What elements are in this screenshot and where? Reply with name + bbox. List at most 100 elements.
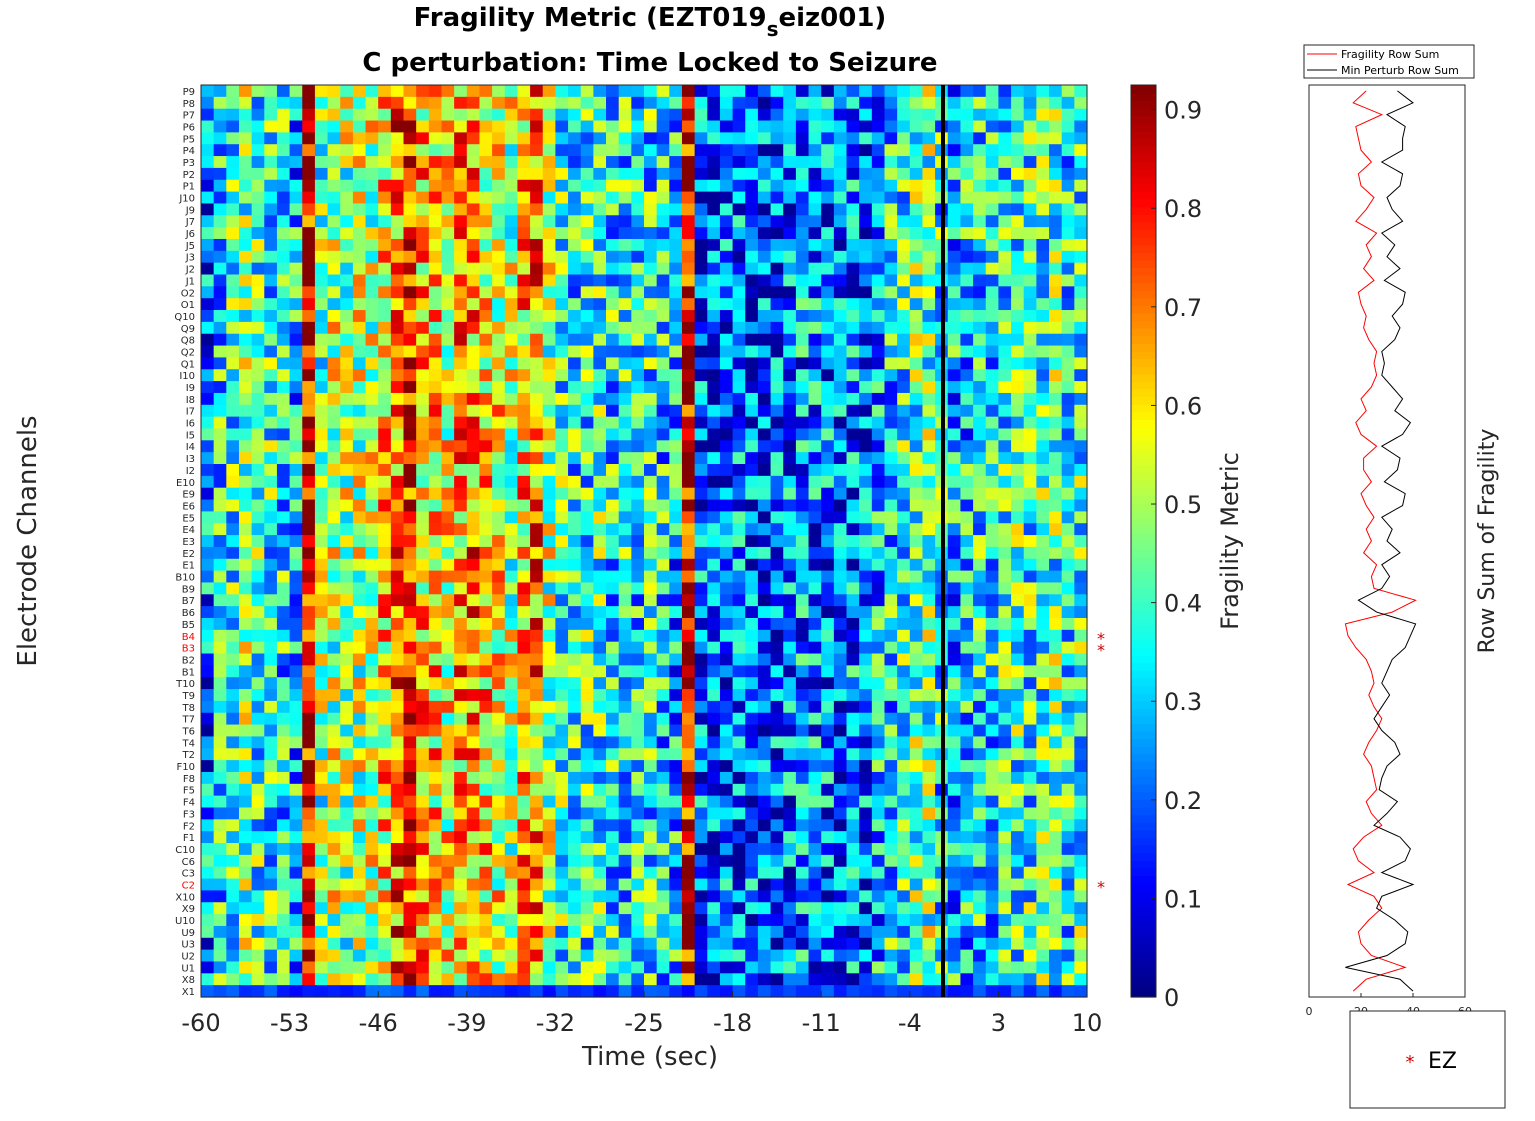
heatmap-cell bbox=[314, 902, 329, 915]
heatmap-cell bbox=[681, 215, 696, 228]
heatmap-cell bbox=[390, 191, 405, 205]
heatmap-cell bbox=[390, 452, 405, 465]
heatmap-cell bbox=[618, 203, 632, 216]
heatmap-cell bbox=[479, 523, 493, 536]
heatmap-cell bbox=[276, 807, 291, 820]
heatmap-cell bbox=[884, 96, 898, 110]
heatmap-cell bbox=[821, 866, 835, 880]
heatmap-cell bbox=[213, 617, 227, 631]
heatmap-cell bbox=[644, 440, 658, 453]
heatmap-cell bbox=[416, 665, 430, 678]
heatmap-cell bbox=[732, 795, 746, 809]
heatmap-cell bbox=[340, 262, 354, 276]
heatmap-cell bbox=[327, 629, 341, 643]
heatmap-cell bbox=[238, 120, 253, 133]
heatmap-cell bbox=[1061, 203, 1075, 216]
heatmap-cell bbox=[656, 310, 670, 323]
heatmap-cell bbox=[821, 700, 835, 714]
heatmap-cell bbox=[947, 641, 962, 655]
heatmap-cell bbox=[201, 321, 215, 335]
heatmap-cell bbox=[542, 819, 556, 832]
heatmap-cell bbox=[1036, 807, 1050, 820]
heatmap-cell bbox=[1023, 819, 1037, 832]
heatmap-cell bbox=[1061, 653, 1075, 666]
heatmap-cell bbox=[302, 831, 316, 844]
heatmap-cell bbox=[947, 617, 962, 631]
heatmap-cell bbox=[656, 819, 670, 832]
heatmap-cell bbox=[757, 914, 772, 927]
heatmap-cell bbox=[390, 546, 405, 560]
heatmap-cell bbox=[821, 511, 835, 524]
heatmap-cell bbox=[973, 629, 987, 643]
heatmap-cell bbox=[985, 179, 999, 193]
heatmap-cell bbox=[593, 381, 607, 394]
heatmap-cell bbox=[555, 760, 569, 773]
heatmap-cell bbox=[1036, 464, 1050, 477]
heatmap-cell bbox=[707, 357, 721, 370]
heatmap-cell bbox=[833, 428, 848, 441]
heatmap-cell bbox=[390, 392, 405, 406]
heatmap-cell bbox=[276, 215, 291, 228]
heatmap-cell bbox=[897, 132, 911, 145]
heatmap-cell bbox=[1023, 452, 1037, 465]
heatmap-cell bbox=[707, 464, 721, 477]
heatmap-cell bbox=[985, 487, 999, 501]
heatmap-cell bbox=[390, 819, 405, 832]
heatmap-cell bbox=[960, 783, 974, 797]
heatmap-cell bbox=[314, 96, 329, 110]
heatmap-cell bbox=[314, 535, 329, 548]
heatmap-cell bbox=[795, 558, 810, 572]
heatmap-cell bbox=[707, 238, 721, 252]
heatmap-cell bbox=[606, 558, 620, 572]
heatmap-cell bbox=[707, 795, 721, 809]
heatmap-cell bbox=[656, 902, 670, 915]
heatmap-cell bbox=[985, 310, 999, 323]
heatmap-cell bbox=[757, 132, 772, 145]
heatmap-cell bbox=[973, 736, 987, 749]
heatmap-cell bbox=[327, 250, 341, 264]
heatmap-cell bbox=[808, 464, 822, 477]
heatmap-cell bbox=[441, 546, 455, 560]
heatmap-cell bbox=[302, 712, 316, 726]
heatmap-cell bbox=[1023, 428, 1037, 441]
heatmap-cell bbox=[618, 238, 632, 252]
heatmap-cell bbox=[264, 831, 278, 844]
heatmap-cell bbox=[251, 156, 265, 169]
heatmap-cell bbox=[314, 203, 329, 216]
heatmap-cell bbox=[327, 819, 341, 832]
heatmap-cell bbox=[365, 108, 379, 122]
heatmap-cell bbox=[555, 464, 569, 477]
heatmap-cell bbox=[580, 499, 594, 512]
heatmap-cell bbox=[1036, 831, 1050, 844]
heatmap-cell bbox=[276, 392, 291, 406]
heatmap-cell bbox=[859, 724, 873, 738]
heatmap-cell bbox=[466, 191, 481, 205]
heatmap-cell bbox=[365, 629, 379, 643]
heatmap-cell bbox=[593, 310, 607, 323]
heatmap-cell bbox=[454, 120, 468, 133]
heatmap-cell bbox=[251, 843, 265, 856]
heatmap-cell bbox=[795, 262, 810, 276]
heatmap-cell bbox=[276, 286, 291, 299]
heatmap-cell bbox=[757, 179, 772, 193]
heatmap-cell bbox=[403, 511, 417, 524]
heatmap-cell bbox=[656, 440, 670, 453]
heatmap-cell bbox=[859, 404, 873, 418]
chart-title-suffix: eiz001) bbox=[778, 3, 886, 33]
heatmap-cell bbox=[1074, 629, 1088, 643]
heatmap-cell bbox=[821, 156, 835, 169]
heatmap-cell bbox=[340, 878, 354, 891]
heatmap-cell bbox=[606, 345, 620, 359]
heatmap-cell bbox=[365, 854, 379, 868]
heatmap-cell bbox=[454, 771, 468, 785]
heatmap-cell bbox=[770, 606, 784, 619]
heatmap-cell bbox=[466, 712, 481, 726]
heatmap-cell bbox=[783, 298, 797, 311]
heatmap-cell bbox=[821, 594, 835, 607]
heatmap-cell bbox=[985, 428, 999, 441]
heatmap-cell bbox=[770, 345, 784, 359]
heatmap-cell bbox=[783, 866, 797, 880]
heatmap-cell bbox=[504, 653, 519, 666]
heatmap-cell bbox=[441, 452, 455, 465]
heatmap-cell bbox=[352, 570, 367, 584]
